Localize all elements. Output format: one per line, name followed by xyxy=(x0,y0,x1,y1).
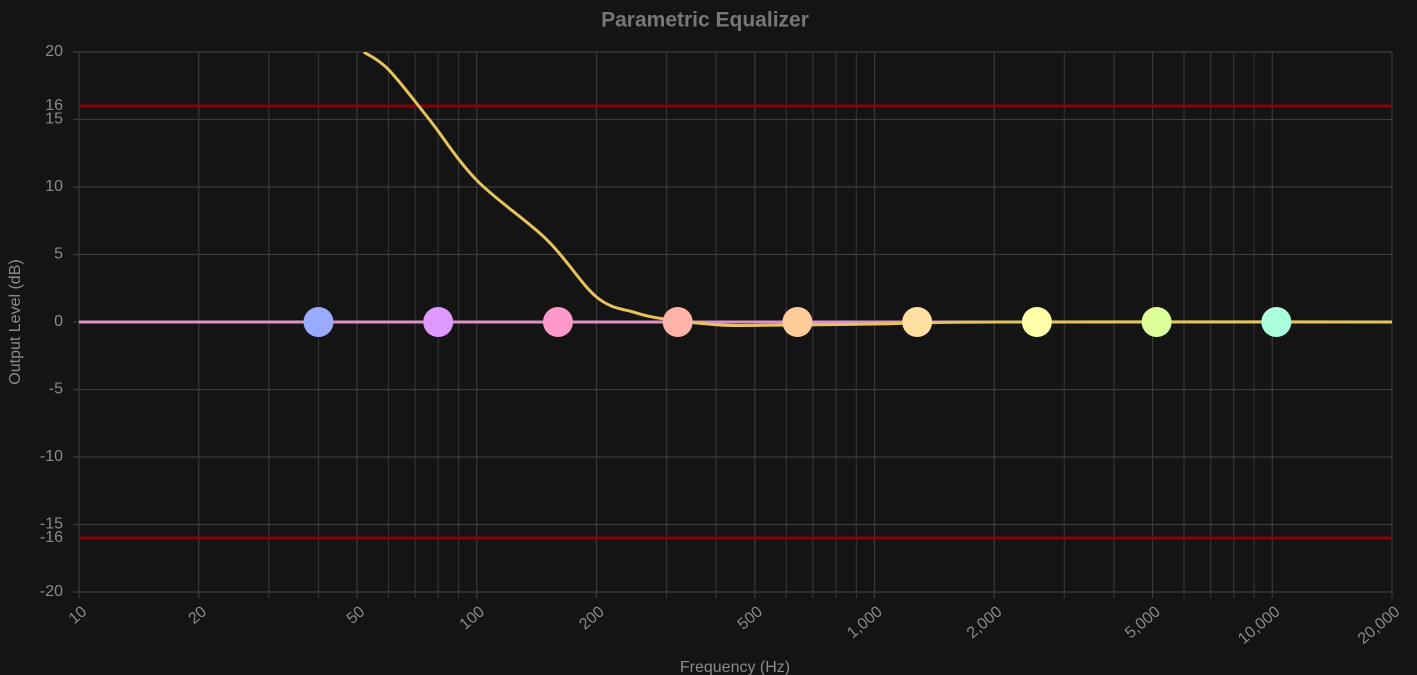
x-tick-label: 2,000 xyxy=(964,603,1006,642)
y-axis-label: Output Level (dB) xyxy=(7,259,24,384)
plot-area xyxy=(79,52,1392,327)
filter-handle[interactable] xyxy=(1021,307,1052,337)
y-tick-label: 20 xyxy=(45,43,63,60)
x-tick-label: 5,000 xyxy=(1122,603,1164,642)
filter-handle[interactable] xyxy=(782,307,813,337)
filter-handle[interactable] xyxy=(542,307,573,337)
grid: 10 20 50 100 200 500 1,000 2,000 5,000 10,000 20,0… xyxy=(40,43,1403,648)
x-tick-label: 200 xyxy=(576,603,607,633)
filter-handle[interactable] xyxy=(1141,307,1172,337)
chart-title: Parametric Equalizer xyxy=(601,9,809,32)
filter-handles xyxy=(303,307,1292,337)
x-tick-label: 10,000 xyxy=(1235,603,1284,648)
x-tick-label: 100 xyxy=(457,603,488,633)
y-tick-label: -20 xyxy=(40,583,63,600)
filter-handle[interactable] xyxy=(1261,307,1292,337)
x-tick-label: 500 xyxy=(735,603,766,633)
y-tick-label: 15 xyxy=(45,111,63,128)
x-tick-label: 20,000 xyxy=(1355,603,1404,648)
limit-label: 16 xyxy=(45,97,63,114)
x-tick-label: 10 xyxy=(66,603,91,628)
x-tick-label: 1,000 xyxy=(844,603,886,642)
limit-label: -16 xyxy=(40,529,63,546)
x-tick-label: 20 xyxy=(185,603,210,628)
y-tick-label: -5 xyxy=(49,381,63,398)
y-tick-label: 10 xyxy=(45,178,63,195)
filter-handle[interactable] xyxy=(662,307,693,337)
filter-handle[interactable] xyxy=(902,307,933,337)
y-tick-label: -10 xyxy=(40,448,63,465)
y-tick-label: -15 xyxy=(40,516,63,533)
response-curve xyxy=(362,52,1392,327)
x-tick-label: 50 xyxy=(344,603,369,628)
y-tick-label: 5 xyxy=(54,246,63,263)
filter-handle[interactable] xyxy=(423,307,454,337)
filter-handle[interactable] xyxy=(303,307,334,337)
x-axis-label: Frequency (Hz) xyxy=(680,659,790,675)
y-tick-label: 0 xyxy=(54,313,63,330)
